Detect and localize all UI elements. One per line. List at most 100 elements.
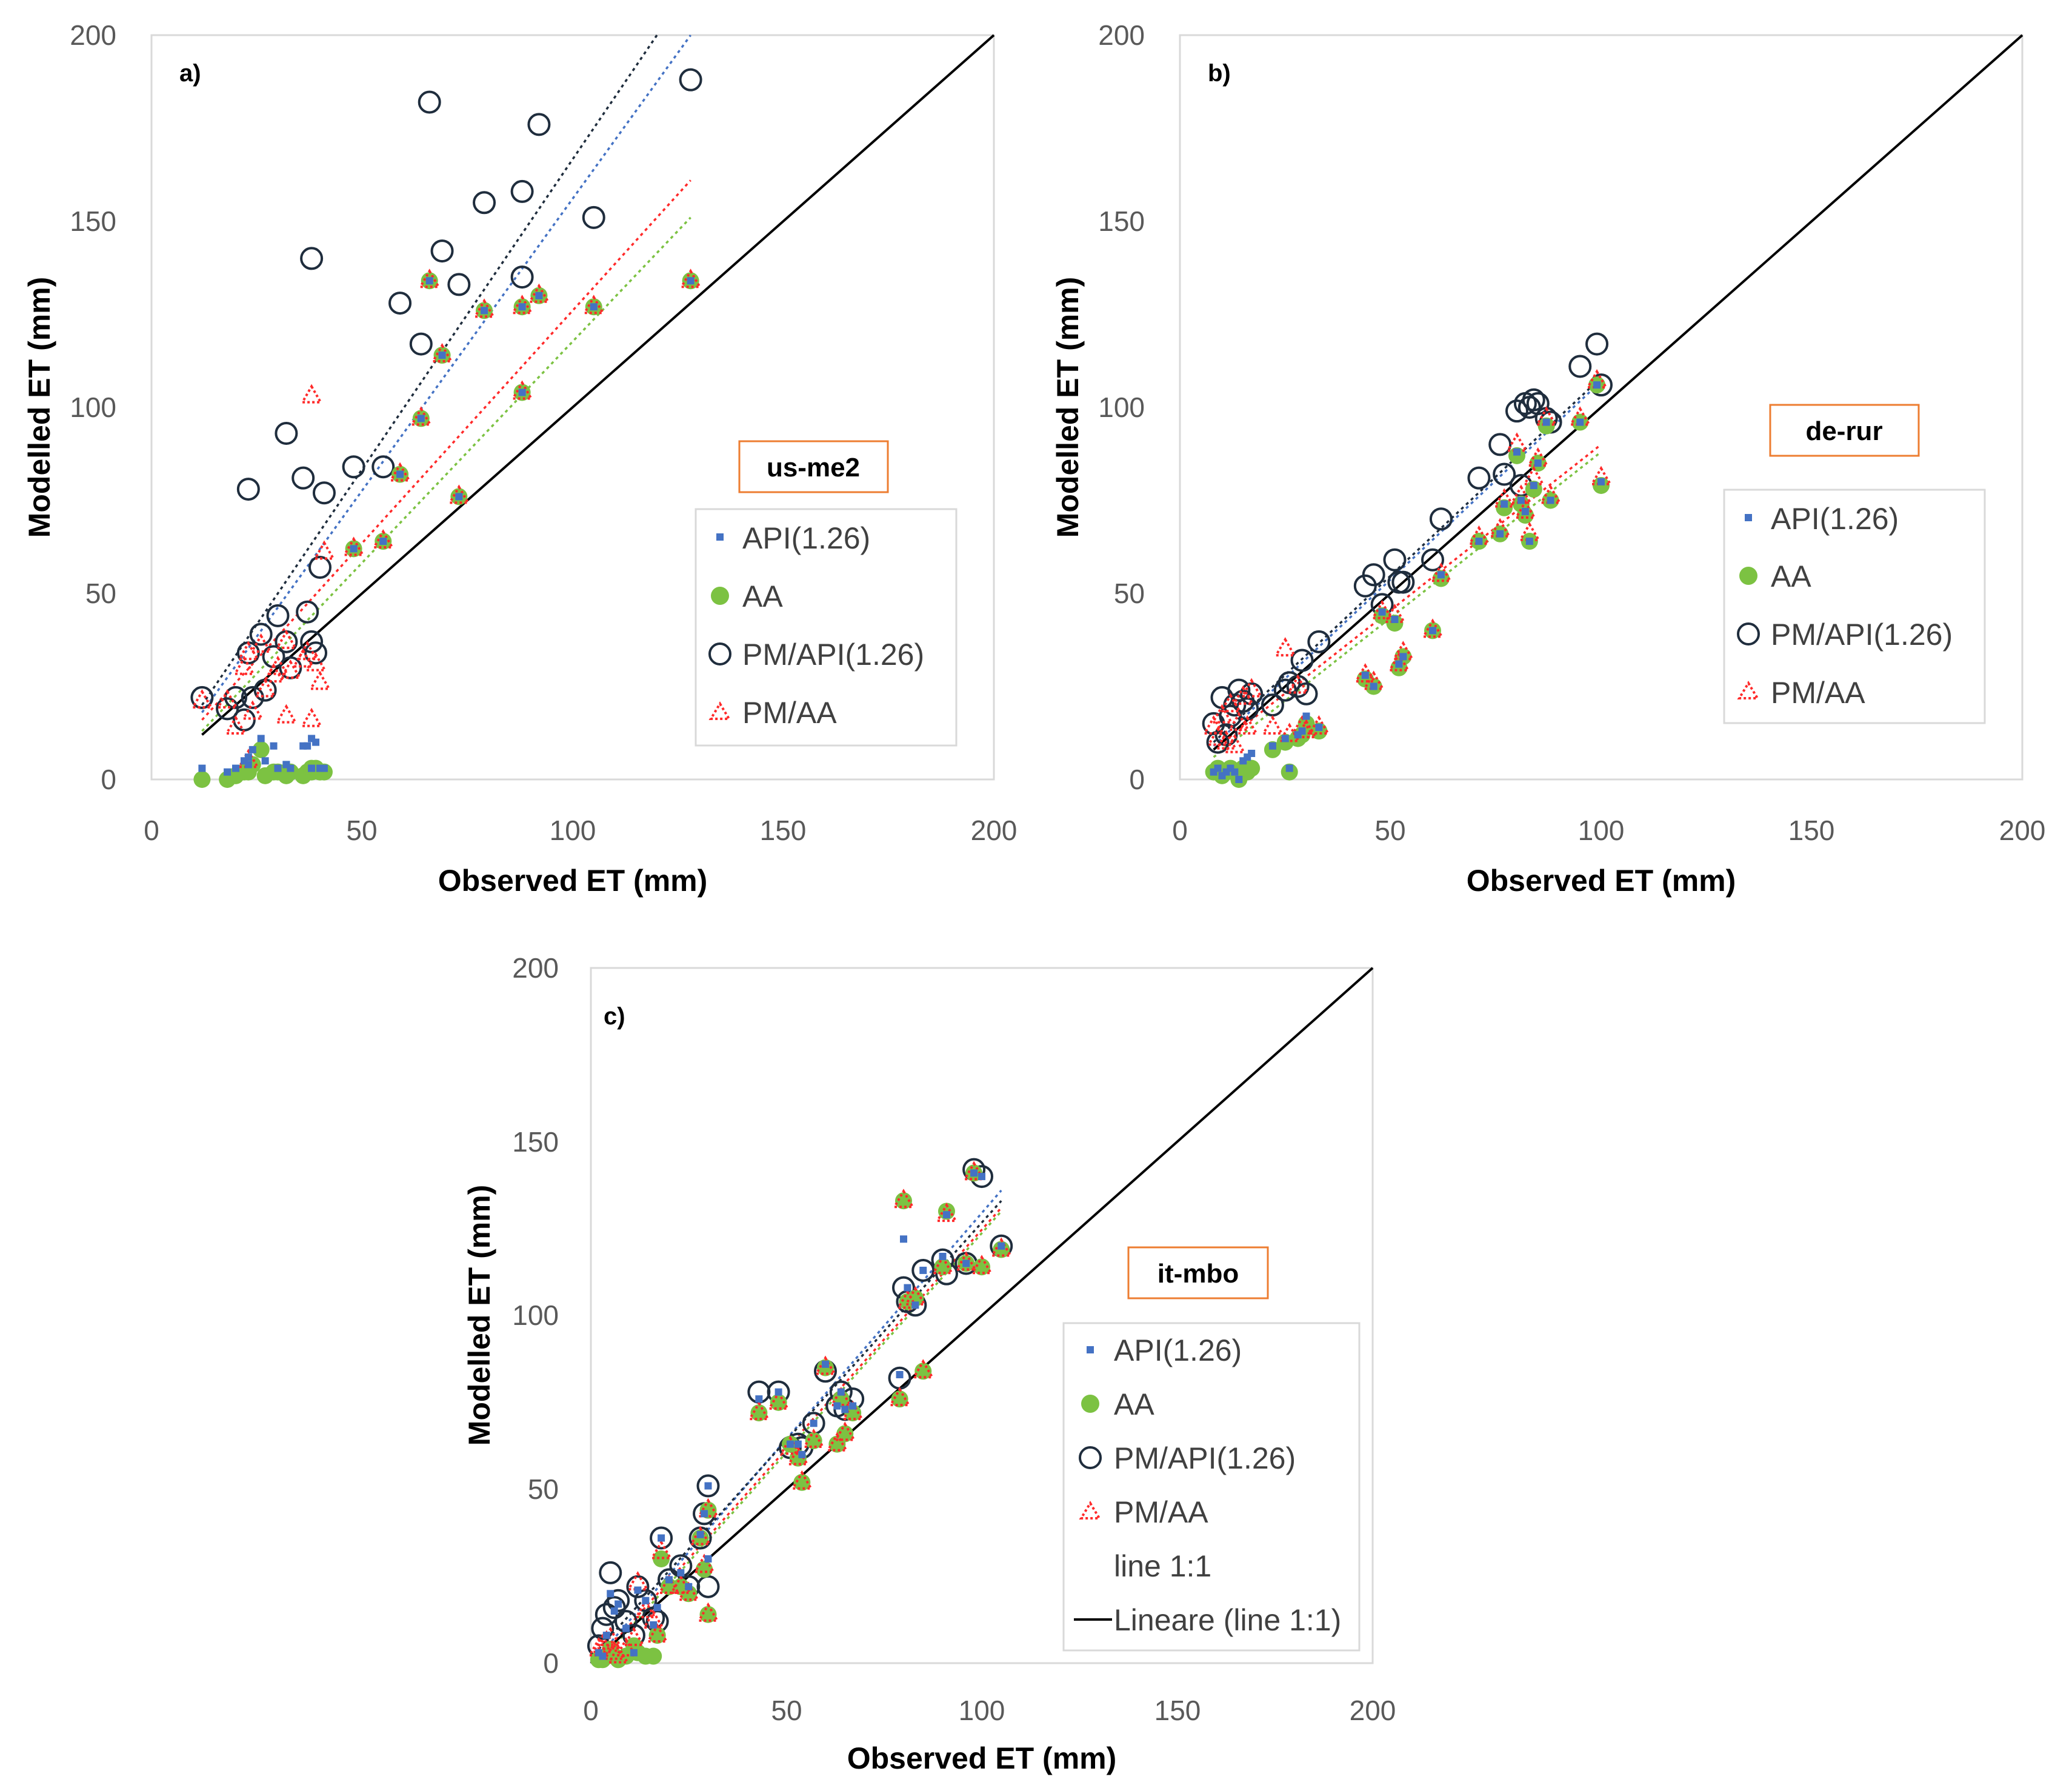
pm-aa-point bbox=[693, 1553, 716, 1573]
api-point bbox=[1437, 571, 1445, 579]
pm-api-point bbox=[275, 421, 298, 445]
api-point bbox=[919, 1266, 927, 1274]
pm-api-point bbox=[1294, 682, 1318, 706]
y-tick-label: 150 bbox=[70, 205, 116, 237]
api-point bbox=[1530, 481, 1537, 489]
api-point bbox=[396, 470, 404, 478]
api-point bbox=[615, 1600, 622, 1608]
x-tick-label: 150 bbox=[760, 815, 807, 846]
pm-aa-point bbox=[410, 406, 433, 426]
pm-aa-point bbox=[418, 269, 441, 289]
pm-aa-point bbox=[1274, 637, 1297, 657]
pm-api-point bbox=[342, 455, 365, 479]
y-tick-label: 0 bbox=[543, 1647, 559, 1679]
pm-aa-point bbox=[892, 1189, 915, 1209]
pm-aa-point bbox=[237, 641, 260, 661]
legend-aa-marker bbox=[1739, 567, 1757, 585]
y-tick-label: 0 bbox=[1129, 764, 1145, 795]
pm-aa-point bbox=[1307, 715, 1330, 735]
pm-api-point bbox=[1307, 630, 1331, 653]
pm-aa-point bbox=[779, 1435, 802, 1455]
api-point bbox=[677, 1569, 685, 1576]
pm-api-point bbox=[510, 265, 534, 289]
api-point bbox=[610, 1607, 618, 1615]
api-point bbox=[701, 1510, 708, 1518]
panel-a-x-ticks: 0 50 100 150 200 bbox=[144, 815, 1017, 846]
pm-aa-point bbox=[267, 655, 289, 675]
api-point bbox=[1391, 615, 1399, 623]
api-point bbox=[696, 1530, 704, 1538]
site-label: de-rur bbox=[1805, 416, 1882, 446]
pm-api-point bbox=[308, 556, 331, 579]
pm-aa-point bbox=[1287, 674, 1310, 694]
api-point bbox=[1496, 530, 1504, 538]
pm-aa-point bbox=[300, 707, 323, 727]
panel-label: b) bbox=[1208, 60, 1231, 87]
pm-aa-point bbox=[233, 655, 256, 675]
y-tick-label: 200 bbox=[1098, 19, 1145, 51]
y-axis-title: Modelled ET (mm) bbox=[462, 1185, 496, 1446]
legend-api-marker bbox=[1745, 514, 1752, 521]
pm-aa-point bbox=[1371, 599, 1394, 619]
api-point bbox=[602, 1632, 610, 1640]
pm-aa-point bbox=[1362, 670, 1385, 690]
api-point bbox=[270, 742, 278, 750]
pm-aa-point bbox=[313, 540, 336, 560]
aa-point bbox=[653, 1550, 670, 1567]
api-point bbox=[900, 1235, 907, 1243]
x-tick-label: 150 bbox=[1154, 1695, 1201, 1726]
pm-aa-point bbox=[431, 343, 454, 363]
api-point bbox=[308, 735, 316, 742]
api-point bbox=[685, 1583, 693, 1590]
panel-b-marks bbox=[1202, 34, 2024, 788]
api-point bbox=[1302, 712, 1310, 720]
legend: API(1.26) AA PM/API(1.26) PM/AA bbox=[1737, 502, 1953, 710]
panel-b-x-ticks: 0 50 100 150 200 bbox=[1172, 815, 2045, 846]
api-point bbox=[1361, 672, 1369, 679]
api-point bbox=[1429, 627, 1436, 635]
pm-api-point bbox=[241, 686, 264, 709]
api-point bbox=[261, 757, 269, 765]
panel-a-marks bbox=[190, 34, 995, 788]
aa-point bbox=[1386, 615, 1404, 632]
pm-api-point bbox=[1362, 563, 1385, 587]
api-point bbox=[350, 545, 358, 553]
pm-aa-point bbox=[1539, 484, 1562, 504]
api-point bbox=[224, 768, 232, 776]
pm-aa-point bbox=[1527, 447, 1550, 467]
pm-aa-point bbox=[814, 1355, 837, 1375]
trendline bbox=[201, 34, 692, 713]
api-point bbox=[518, 389, 526, 396]
aa-point bbox=[1508, 447, 1525, 464]
site-label: us-me2 bbox=[767, 453, 860, 482]
pm-api-point bbox=[291, 466, 315, 490]
pm-aa-point bbox=[1585, 369, 1608, 389]
aa-point bbox=[645, 1647, 662, 1665]
pm-api-point bbox=[582, 205, 605, 229]
pm-aa-point bbox=[830, 1387, 853, 1407]
legend-box bbox=[1062, 1322, 1361, 1652]
aa-point bbox=[1243, 759, 1261, 777]
legend-label: AA bbox=[1771, 559, 1811, 593]
pm-aa-point bbox=[1261, 715, 1284, 735]
api-point bbox=[1521, 507, 1529, 515]
pm-aa-point bbox=[595, 1630, 618, 1650]
api-point bbox=[630, 1649, 638, 1656]
pm-api-point bbox=[1505, 399, 1528, 423]
pm-aa-point bbox=[511, 380, 534, 400]
api-point bbox=[634, 1586, 642, 1594]
api-point bbox=[481, 307, 488, 315]
legend: API(1.26) AA PM/API(1.26) PM/AA bbox=[708, 521, 924, 730]
site-label-box bbox=[738, 440, 889, 493]
api-point bbox=[622, 1624, 630, 1632]
panel-label: a) bbox=[179, 60, 201, 87]
pm-api-point bbox=[591, 1616, 615, 1640]
pm-aa-point bbox=[1354, 663, 1377, 683]
pm-api-point bbox=[1206, 730, 1230, 754]
site-label-box bbox=[1127, 1246, 1269, 1299]
pm-aa-point bbox=[1214, 730, 1238, 750]
api-point bbox=[1214, 764, 1222, 772]
pm-api-point bbox=[1522, 388, 1545, 412]
pm-aa-point bbox=[1240, 678, 1263, 698]
x-tick-label: 50 bbox=[1374, 815, 1405, 846]
